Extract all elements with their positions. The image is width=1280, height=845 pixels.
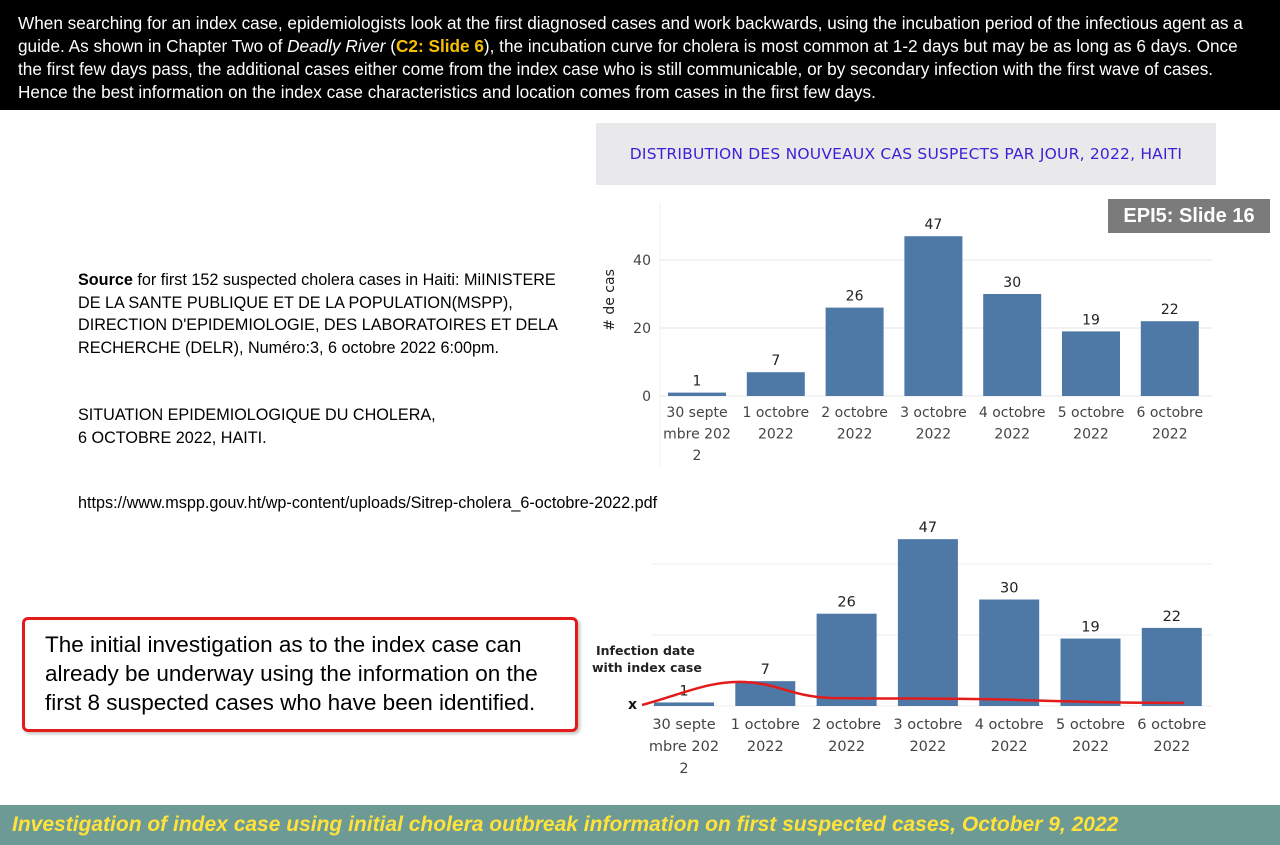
- bar-value-label-3: 47: [924, 217, 942, 233]
- infection-date-label-1: Infection date: [596, 643, 695, 658]
- bar-value-label-2: 26: [846, 289, 864, 305]
- x-tick-b-label-4-0: 4 octobre: [975, 717, 1044, 733]
- x-tick-label-2-0: 2 octobre: [821, 405, 888, 421]
- x-tick-label-1-1: 2022: [758, 427, 794, 443]
- x-tick-label-6-1: 2022: [1152, 427, 1188, 443]
- bar-b-2: [816, 613, 877, 706]
- x-tick-label-2-1: 2022: [837, 427, 873, 443]
- x-tick-label-4-0: 4 octobre: [979, 405, 1046, 421]
- x-tick-b-label-3-1: 2022: [909, 739, 946, 755]
- bar-b-5: [1060, 638, 1121, 706]
- x-tick-label-5-1: 2022: [1073, 427, 1109, 443]
- bar-b-value-label-1: 7: [761, 662, 770, 678]
- bar-b-3: [897, 539, 958, 706]
- bar-b-value-label-4: 30: [1000, 581, 1018, 597]
- source-label: Source: [78, 271, 133, 289]
- intro-text-1: When searching for an index case, epidem…: [18, 13, 1243, 56]
- x-tick-b-label-1-1: 2022: [747, 739, 784, 755]
- top-bar-chart: 0 20 40 # de cas 1 30 septe mbre 202 2 7 1 octobr…: [602, 203, 1212, 466]
- x-tick-b-label-5-1: 2022: [1072, 739, 1109, 755]
- x-tick-b-label-4-1: 2022: [991, 739, 1028, 755]
- bar-6: [1140, 321, 1199, 396]
- situation-title: SITUATION EPIDEMIOLOGIQUE DU CHOLERA, 6 …: [78, 404, 578, 449]
- situation-line-2: 6 OCTOBRE 2022, HAITI.: [78, 428, 267, 447]
- bar-value-label-6: 22: [1161, 302, 1179, 318]
- intro-paren: (: [385, 36, 397, 56]
- y-tick-0: 0: [642, 389, 651, 405]
- bar-value-label-4: 30: [1003, 275, 1021, 291]
- source-url[interactable]: https://www.mspp.gouv.ht/wp-content/uplo…: [78, 494, 658, 512]
- bar-b-value-label-2: 26: [837, 595, 855, 611]
- bar-b-0: [654, 702, 714, 706]
- x-tick-label-3-1: 2022: [916, 427, 952, 443]
- bar-0: [668, 392, 726, 396]
- x-tick-b-label-5-0: 5 octobre: [1056, 717, 1125, 733]
- x-tick-label-0-2: 2: [693, 448, 702, 464]
- infection-x-marker: x: [628, 697, 637, 713]
- x-tick-label-0-1: mbre 202: [663, 427, 731, 443]
- bar-value-label-0: 1: [693, 374, 702, 390]
- bar-b-value-label-3: 47: [919, 520, 937, 536]
- y-tick-40: 40: [633, 253, 651, 269]
- intro-text-2: ), the incubation curve for cholera is m…: [18, 36, 1238, 102]
- bar-b-6: [1141, 627, 1202, 706]
- book-title: Deadly River: [287, 36, 386, 56]
- x-tick-label-4-1: 2022: [994, 427, 1030, 443]
- callout-box: The initial investigation as to the inde…: [22, 617, 578, 732]
- x-tick-label-3-0: 3 octobre: [900, 405, 967, 421]
- bar-3: [904, 236, 963, 396]
- x-tick-label-0-0: 30 septe: [666, 405, 727, 421]
- bar-5: [1062, 331, 1120, 396]
- intro-paragraph: When searching for an index case, epidem…: [0, 0, 1280, 110]
- incubation-curve: [641, 680, 1185, 707]
- bar-4: [983, 294, 1042, 396]
- bar-2: [825, 307, 884, 396]
- chart-title: DISTRIBUTION DES NOUVEAUX CAS SUSPECTS P…: [629, 145, 1183, 163]
- slide-badge: EPI5: Slide 16: [1108, 199, 1270, 233]
- x-tick-b-label-2-1: 2022: [828, 739, 865, 755]
- infection-date-label-2: with index case: [592, 660, 702, 675]
- x-tick-b-label-6-1: 2022: [1153, 739, 1190, 755]
- x-tick-b-label-6-0: 6 octobre: [1137, 717, 1206, 733]
- x-tick-b-label-0-1: mbre 202: [649, 739, 719, 755]
- x-tick-b-label-3-0: 3 octobre: [893, 717, 962, 733]
- situation-line-1: SITUATION EPIDEMIOLOGIQUE DU CHOLERA,: [78, 406, 436, 424]
- bar-b-value-label-6: 22: [1163, 609, 1181, 625]
- footer-banner: Investigation of index case using initia…: [0, 805, 1280, 845]
- slide-reference: C2: Slide 6: [396, 36, 484, 56]
- x-tick-b-label-2-0: 2 octobre: [812, 717, 881, 733]
- y-axis-label: # de cas: [602, 269, 618, 331]
- footer-caption: Investigation of index case using initia…: [12, 813, 1119, 836]
- chart-title-box: DISTRIBUTION DES NOUVEAUX CAS SUSPECTS P…: [596, 123, 1216, 185]
- x-tick-label-1-0: 1 octobre: [742, 405, 809, 421]
- bar-value-label-5: 19: [1082, 312, 1100, 328]
- x-tick-label-5-0: 5 octobre: [1058, 405, 1125, 421]
- source-citation: Source for first 152 suspected cholera c…: [78, 269, 578, 359]
- x-tick-label-6-0: 6 octobre: [1136, 405, 1203, 421]
- x-tick-b-label-1-0: 1 octobre: [731, 717, 800, 733]
- y-tick-20: 20: [633, 321, 651, 337]
- bar-b-value-label-5: 19: [1081, 620, 1099, 636]
- bar-1: [746, 372, 805, 396]
- source-text: for first 152 suspected cholera cases in…: [78, 271, 557, 357]
- x-tick-b-label-0-0: 30 septe: [652, 717, 715, 733]
- x-tick-b-label-0-2: 2: [679, 761, 688, 777]
- bar-value-label-1: 7: [771, 353, 780, 369]
- bar-b-4: [979, 599, 1040, 706]
